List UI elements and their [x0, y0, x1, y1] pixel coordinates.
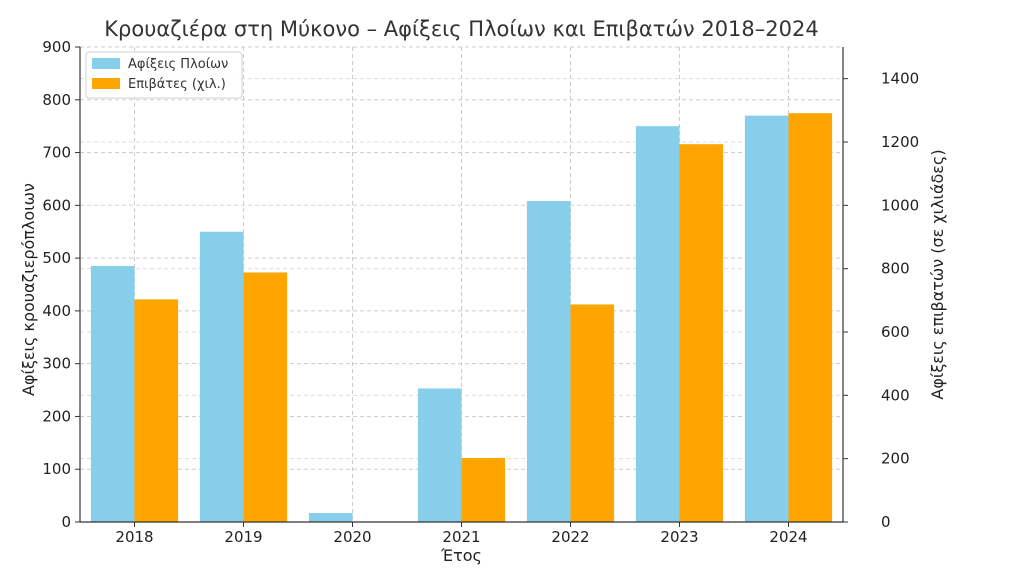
- bar-ships: [90, 266, 135, 522]
- legend-box: [85, 51, 243, 99]
- left-axis-ticks: 0 100 200 300 400 500 600 700 800 900: [42, 38, 80, 531]
- x-tick-label: 2023: [660, 528, 698, 546]
- right-tick-label: 200: [881, 450, 910, 468]
- left-tick-label: 0: [61, 513, 71, 531]
- bar-ships: [308, 513, 353, 522]
- right-tick-label: 0: [881, 513, 891, 531]
- legend: Αφίξεις Πλοίων Επιβάτες (χιλ.): [85, 51, 243, 99]
- right-tick-label: 1400: [881, 70, 919, 88]
- left-tick-label: 200: [42, 407, 71, 425]
- right-tick-label: 400: [881, 386, 910, 404]
- x-tick-label: 2021: [442, 528, 480, 546]
- legend-swatch: [92, 78, 120, 89]
- x-tick-label: 2018: [115, 528, 153, 546]
- x-tick-label: 2019: [224, 528, 262, 546]
- left-tick-label: 400: [42, 302, 71, 320]
- left-tick-label: 600: [42, 196, 71, 214]
- legend-swatch: [92, 58, 120, 69]
- bar-passengers: [570, 304, 615, 522]
- left-tick-label: 100: [42, 460, 71, 478]
- right-tick-label: 1000: [881, 196, 919, 214]
- left-tick-label: 300: [42, 355, 71, 373]
- x-axis-title: Έτος: [440, 546, 482, 565]
- left-tick-label: 700: [42, 144, 71, 162]
- bar-passengers: [134, 299, 179, 522]
- left-axis-title: Αφίξεις κρουαζιερόπλοιων: [19, 183, 38, 396]
- left-tick-label: 900: [42, 38, 71, 56]
- bar-ships: [635, 126, 680, 523]
- legend-label: Επιβάτες (χιλ.): [128, 77, 226, 92]
- right-tick-label: 600: [881, 323, 910, 341]
- bar-ships: [417, 388, 462, 522]
- bar-passengers: [788, 113, 833, 522]
- bars: [90, 113, 833, 523]
- legend-label: Αφίξεις Πλοίων: [128, 57, 228, 72]
- chart-title: Κρουαζιέρα στη Μύκονο – Αφίξεις Πλοίων κ…: [104, 17, 818, 41]
- bar-ships: [526, 201, 571, 522]
- left-tick-label: 500: [42, 249, 71, 267]
- right-axis-title: Αφίξεις επιβατών (σε χιλιάδες): [928, 149, 947, 399]
- x-tick-label: 2024: [769, 528, 807, 546]
- bar-passengers: [679, 144, 724, 522]
- right-tick-label: 1200: [881, 133, 919, 151]
- left-tick-label: 800: [42, 91, 71, 109]
- x-axis-ticks: 2018 2019 2020 2021 2022 2023 2024: [115, 522, 808, 546]
- right-axis-ticks: 0 200 400 600 800 1000 1200 1400: [843, 70, 919, 531]
- right-tick-label: 800: [881, 260, 910, 278]
- x-tick-label: 2022: [551, 528, 589, 546]
- bar-passengers: [243, 272, 288, 522]
- x-tick-label: 2020: [333, 528, 371, 546]
- bar-ships: [744, 115, 789, 522]
- bar-ships: [199, 231, 244, 522]
- bar-passengers: [461, 458, 506, 522]
